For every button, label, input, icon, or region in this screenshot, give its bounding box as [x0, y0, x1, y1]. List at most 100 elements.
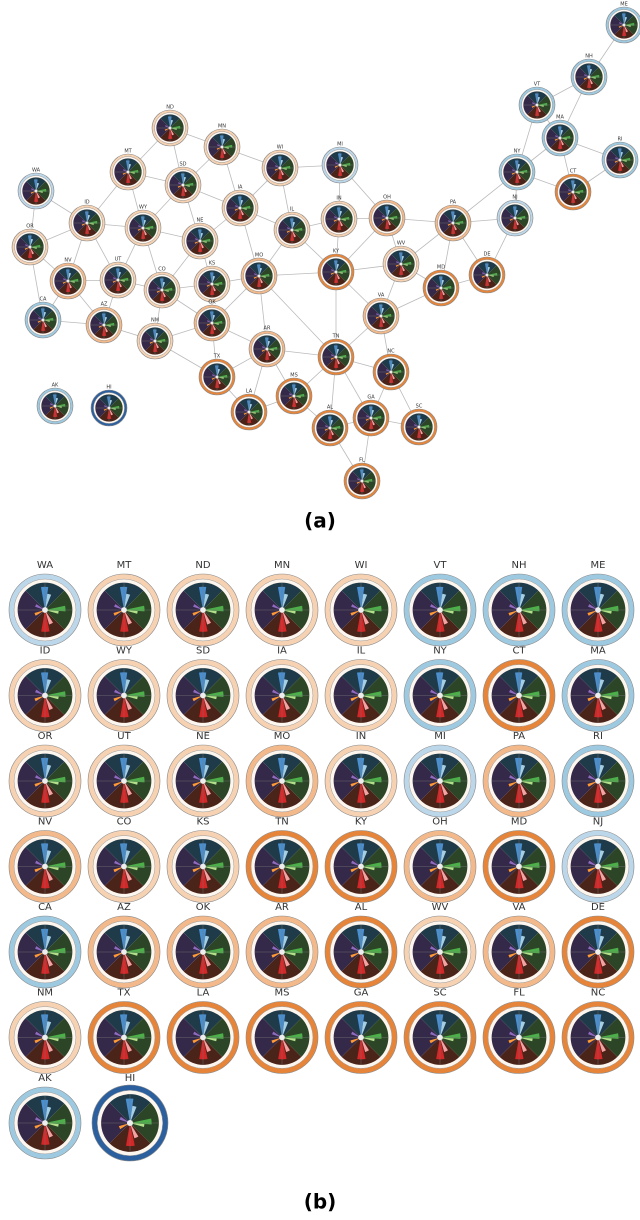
node-label: KY	[333, 249, 340, 255]
glyph	[9, 660, 81, 732]
glyph-center	[169, 127, 172, 130]
glyph-center	[516, 949, 522, 955]
glyph-center	[279, 864, 285, 870]
glyph	[276, 378, 312, 414]
glyph	[312, 410, 348, 446]
cell-label: MA	[590, 646, 606, 657]
glyph	[404, 745, 476, 817]
glyphs: MENHVTMARINYCTWAMTNDMNWIMISDIDWYIAILINOH…	[9, 2, 640, 1162]
cell-label: WY	[116, 646, 133, 657]
glyph-center	[200, 949, 206, 955]
cell-label: TN	[274, 817, 289, 828]
node-label: CA	[40, 297, 47, 303]
glyph	[369, 200, 405, 236]
glyph	[325, 745, 397, 817]
glyph	[25, 302, 61, 338]
glyph	[435, 205, 471, 241]
glyph-center	[400, 263, 403, 266]
glyph	[9, 916, 81, 988]
cell-label: OH	[432, 817, 447, 828]
glyph	[194, 266, 230, 302]
cell-label: MS	[275, 988, 290, 999]
glyph-center	[127, 1120, 133, 1126]
glyph	[499, 154, 535, 190]
glyph	[404, 574, 476, 646]
node-label: NM	[151, 318, 159, 324]
glyph	[9, 574, 81, 646]
glyph	[9, 831, 81, 903]
node-label: NV	[64, 258, 72, 264]
glyph-center	[370, 417, 373, 420]
cell-label: KY	[355, 817, 368, 828]
glyph-center	[595, 864, 601, 870]
node-label: WV	[397, 241, 406, 247]
glyph-center	[42, 1035, 48, 1041]
glyph-center	[437, 693, 443, 699]
glyph	[404, 1002, 476, 1074]
glyph	[37, 388, 73, 424]
glyph-center	[42, 693, 48, 699]
glyph-center	[279, 778, 285, 784]
node-label: DE	[483, 252, 490, 258]
cell-label: VT	[434, 560, 448, 571]
glyph-center	[452, 222, 455, 225]
glyph	[137, 323, 173, 359]
glyph	[88, 745, 160, 817]
glyph	[321, 201, 357, 237]
glyph	[50, 263, 86, 299]
glyph-center	[390, 371, 393, 374]
glyph	[562, 916, 634, 988]
cell-label: NY	[433, 646, 447, 657]
cell-label: AK	[38, 1073, 52, 1084]
glyph	[602, 142, 638, 178]
glyph	[241, 258, 277, 294]
glyph	[18, 173, 54, 209]
glyph-center	[516, 607, 522, 613]
glyph-center	[358, 693, 364, 699]
glyph	[423, 270, 459, 306]
node-label: NY	[514, 149, 522, 155]
glyph-center	[121, 1035, 127, 1041]
glyph	[167, 745, 239, 817]
cell-label: RI	[593, 731, 603, 742]
glyph-center	[279, 949, 285, 955]
cell-label: NV	[38, 817, 52, 828]
glyph-center	[335, 271, 338, 274]
glyph	[404, 916, 476, 988]
glyph-center	[279, 607, 285, 613]
glyph-center	[623, 24, 626, 27]
glyph	[246, 745, 318, 817]
glyph-center	[516, 1035, 522, 1041]
node-label: OK	[208, 300, 216, 306]
cell-label: MT	[117, 560, 133, 571]
glyph-center	[437, 778, 443, 784]
glyph	[231, 394, 267, 430]
cell-label: TX	[117, 988, 131, 999]
glyph-center	[437, 949, 443, 955]
glyph	[88, 660, 160, 732]
glyph	[483, 831, 555, 903]
cell-label: AZ	[117, 902, 131, 913]
glyph	[222, 190, 258, 226]
glyph-center	[361, 480, 364, 483]
cell-label: OK	[196, 902, 211, 913]
glyph	[167, 1002, 239, 1074]
glyph-center	[117, 279, 120, 282]
node-label: TX	[213, 354, 221, 360]
cell-label: UT	[117, 731, 131, 742]
node-label: AZ	[101, 302, 108, 308]
glyph-center	[595, 949, 601, 955]
figure: MENHVTMARINYCTWAMTNDMNWIMISDIDWYIAILINOH…	[0, 0, 640, 1220]
glyph	[91, 390, 127, 426]
cell-label: WA	[37, 560, 53, 571]
glyph-center	[199, 240, 202, 243]
node-label: FL	[359, 458, 365, 464]
glyph	[542, 120, 578, 156]
cell-label: MN	[274, 560, 290, 571]
glyph	[555, 174, 591, 210]
glyph-center	[266, 348, 269, 351]
cell-label: LA	[197, 988, 210, 999]
glyph-center	[258, 275, 261, 278]
glyph	[92, 1085, 168, 1161]
glyph-center	[29, 246, 32, 249]
